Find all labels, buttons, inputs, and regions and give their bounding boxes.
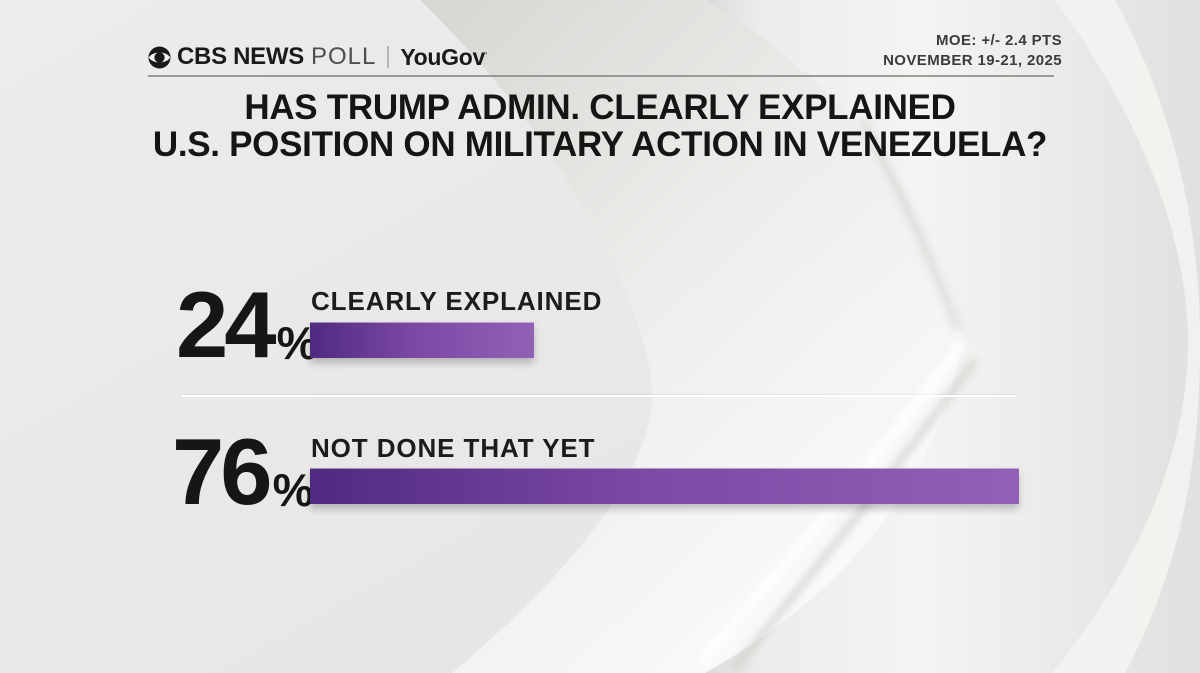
margin-of-error: MOE: +/- 2.4 PTS	[935, 32, 1062, 49]
poll-logo-text: POLL	[310, 43, 377, 70]
yougov-logo-text: YouGov	[400, 43, 485, 70]
header-rule	[148, 75, 1054, 77]
title-line-2: U.S. POSITION ON MILITARY ACTION IN VENE…	[152, 125, 1048, 164]
poll-question-title: HAS TRUMP ADMIN. CLEARLY EXPLAINED U.S. …	[0, 89, 1200, 163]
cbs-eye-icon	[148, 45, 171, 69]
yougov-trademark: '	[485, 51, 488, 62]
category-label: NOT DONE THAT YET	[311, 433, 596, 463]
percent-value: 76 %	[172, 419, 314, 524]
result-bar	[310, 322, 534, 358]
category-label: CLEARLY EXPLAINED	[311, 286, 603, 316]
title-line-1: HAS TRUMP ADMIN. CLEARLY EXPLAINED	[244, 88, 956, 127]
result-bar	[310, 468, 1019, 504]
percent-sign: %	[272, 464, 314, 516]
cbs-news-poll-logo: CBS NEWS POLL YouGov '	[148, 43, 488, 70]
poll-dates: NOVEMBER 19-21, 2025	[883, 52, 1062, 69]
logo-divider	[387, 46, 390, 68]
percent-number: 76	[172, 419, 273, 524]
cbs-news-logo-text: CBS NEWS	[177, 43, 304, 70]
percent-value: 24 %	[176, 272, 317, 377]
percent-number: 24	[176, 272, 277, 377]
poll-meta: MOE: +/- 2.4 PTS NOVEMBER 19-21, 2025	[883, 31, 1062, 71]
rows-divider	[182, 395, 1015, 397]
